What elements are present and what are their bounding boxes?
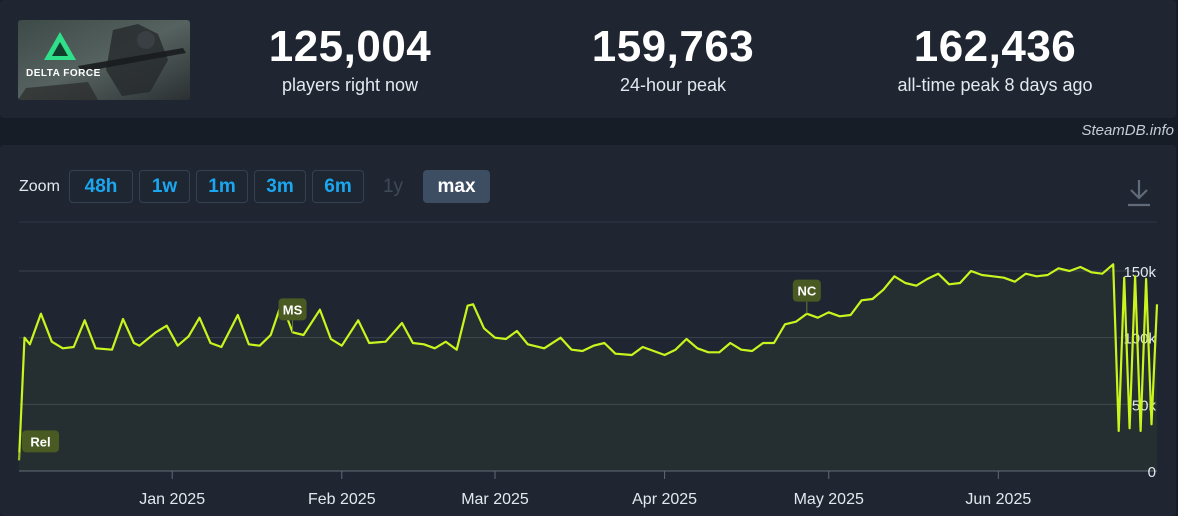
annotation-label: NC [797, 284, 816, 299]
peak-24h-value: 159,763 [591, 22, 755, 71]
x-tick-label: Jan 2025 [139, 491, 205, 508]
zoom-1y-button: 1y [382, 176, 404, 197]
annotation-marker [22, 430, 59, 453]
annotation-marker [278, 298, 307, 321]
chart-area-fill [19, 264, 1157, 471]
steamdb-credit-link[interactable]: SteamDB.info [1081, 122, 1174, 139]
delta-force-logo-icon [44, 32, 76, 60]
game-thumbnail[interactable]: DELTA FORCE [18, 20, 190, 100]
player-count-line[interactable] [17, 263, 1159, 461]
annotation-label: MS [283, 302, 303, 317]
peak-24h-stat: 159,763 24-hour peak [574, 22, 772, 96]
annotation-marker [792, 279, 821, 302]
x-tick-label: May 2025 [794, 491, 864, 508]
chart-panel [0, 145, 1176, 516]
y-tick-label: 100k [1123, 331, 1156, 348]
zoom-1w-button[interactable]: 1w [139, 170, 190, 203]
x-tick-label: Jun 2025 [965, 491, 1031, 508]
download-icon[interactable] [1126, 178, 1152, 208]
thumbnail-title: DELTA FORCE [26, 68, 101, 79]
alltime-peak-value: 162,436 [913, 22, 1077, 71]
current-players-stat: 125,004 players right now [254, 22, 446, 96]
current-players-value: 125,004 [268, 22, 432, 71]
stats-panel: DELTA FORCE 125,004 players right now 15… [0, 0, 1176, 118]
x-tick-label: Mar 2025 [461, 491, 529, 508]
y-tick-label: 0 [1148, 464, 1156, 481]
annotation-label: Rel [30, 434, 50, 449]
x-tick-label: Apr 2025 [632, 491, 697, 508]
zoom-6m-button[interactable]: 6m [312, 170, 364, 203]
zoom-48h-button[interactable]: 48h [69, 170, 133, 203]
y-tick-label: 150k [1123, 264, 1156, 281]
peak-24h-label: 24-hour peak [619, 75, 727, 95]
zoom-1m-button[interactable]: 1m [196, 170, 248, 203]
alltime-peak-label: all-time peak 8 days ago [897, 75, 1093, 95]
x-tick-label: Feb 2025 [308, 491, 376, 508]
alltime-peak-stat: 162,436 all-time peak 8 days ago [874, 22, 1116, 96]
current-players-label: players right now [281, 75, 419, 95]
zoom-max-button[interactable]: max [423, 170, 490, 203]
zoom-label: Zoom [19, 178, 60, 195]
zoom-3m-button[interactable]: 3m [254, 170, 306, 203]
